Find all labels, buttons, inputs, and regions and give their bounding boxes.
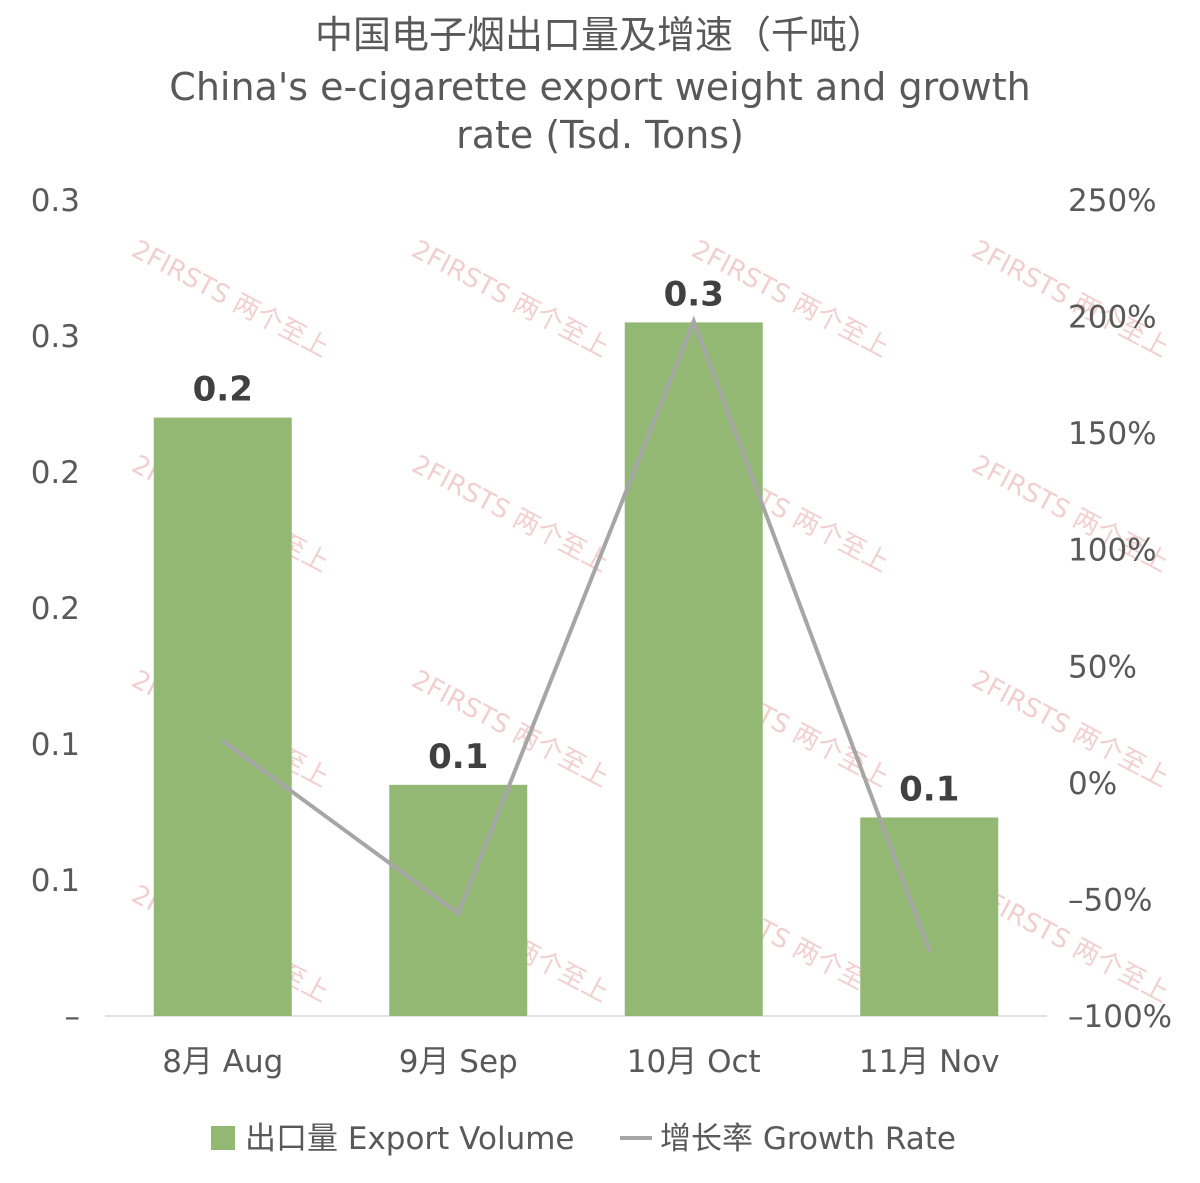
y2-tick-label: 250%: [1068, 183, 1157, 219]
y2-tick-label: 0%: [1068, 766, 1117, 802]
bar-data-label-3: 0.1: [899, 769, 959, 809]
chart-title-group: 中国电子烟出口量及增速（千吨） China's e-cigarette expo…: [169, 13, 1030, 157]
chart-subtitle-line-2: rate (Tsd. Tons): [456, 113, 744, 157]
growth-rate-point-0: [221, 739, 225, 743]
y2-tick-label: –50%: [1068, 882, 1152, 918]
bar-2: [624, 322, 763, 1016]
x-category-label-2: 10月 Oct: [627, 1044, 761, 1080]
bar-1: [389, 784, 528, 1016]
bar-3: [860, 817, 999, 1016]
y2-tick-label: 100%: [1068, 533, 1157, 569]
growth-rate-point-2: [692, 319, 696, 323]
x-category-label-1: 9月 Sep: [399, 1044, 518, 1080]
watermark-1-1: 2FIRSTS 两个至上: [407, 450, 614, 579]
chart-title: 中国电子烟出口量及增速（千吨）: [315, 13, 885, 57]
y2-tick-label: –100%: [1068, 999, 1172, 1035]
category-labels: 8月 Aug 9月 Sep 10月 Oct 11月 Nov: [162, 1044, 999, 1080]
y-tick-label: –: [65, 999, 81, 1035]
bar-data-label-1: 0.1: [428, 737, 488, 777]
bar-data-label-0: 0.2: [193, 370, 253, 410]
x-category-label-0: 8月 Aug: [162, 1044, 283, 1080]
bar-0: [153, 417, 292, 1017]
growth-rate-line: [221, 315, 932, 952]
legend-swatch-export-volume: [211, 1126, 235, 1150]
y-tick-label: 0.3: [31, 183, 80, 219]
right-axis-ticks: –100% –50% 0% 50% 100% 150% 200% 250%: [1068, 183, 1172, 1035]
y-tick-label: 0.2: [31, 591, 80, 627]
data-labels: 0.2 0.1 0.3 0.1: [193, 274, 960, 809]
y-tick-label: 0.1: [31, 727, 80, 763]
bar-data-label-2: 0.3: [664, 274, 724, 314]
left-axis-ticks: – 0.1 0.1 0.2 0.2 0.3 0.3: [31, 183, 80, 1035]
y2-tick-label: 200%: [1068, 300, 1157, 336]
line-series: [221, 315, 932, 953]
legend: 出口量 Export Volume 增长率 Growth Rate: [211, 1121, 956, 1157]
y-tick-label: 0.1: [31, 863, 80, 899]
legend-label-export-volume: 出口量 Export Volume: [245, 1121, 574, 1157]
bar-series: [153, 322, 999, 1017]
y2-tick-label: 50%: [1068, 649, 1137, 685]
growth-rate-point-1: [456, 911, 460, 915]
y-tick-label: 0.3: [31, 319, 80, 355]
x-category-label-3: 11月 Nov: [859, 1044, 1000, 1080]
chart-subtitle-line-1: China's e-cigarette export weight and gr…: [169, 65, 1030, 109]
y2-tick-label: 150%: [1068, 416, 1157, 452]
watermark-0-0: 2FIRSTS 两个至上: [127, 235, 334, 364]
growth-rate-point-3: [927, 949, 931, 953]
watermark-0-1: 2FIRSTS 两个至上: [407, 235, 614, 364]
legend-label-growth-rate: 增长率 Growth Rate: [660, 1121, 956, 1157]
y-tick-label: 0.2: [31, 455, 80, 491]
